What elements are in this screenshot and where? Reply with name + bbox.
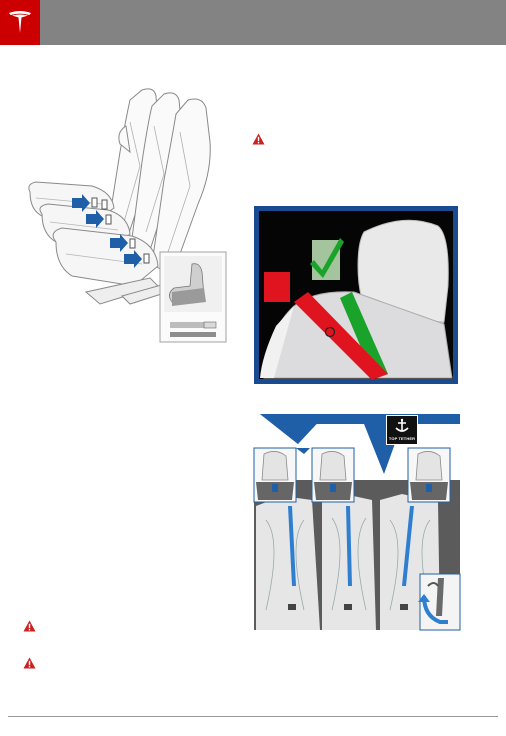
header-bar	[0, 0, 506, 45]
warning-triangle-icon	[252, 133, 265, 145]
footer-divider	[8, 716, 498, 717]
top-tether-badge-label: TOP TETHER	[388, 436, 416, 441]
top-tether-diagram	[253, 414, 461, 631]
warning-triangle-icon	[23, 620, 36, 632]
tesla-logo-icon	[9, 11, 31, 33]
top-tether-badge: TOP TETHER	[386, 415, 418, 445]
warning-triangle-icon	[23, 657, 36, 669]
anchor-icon	[395, 418, 409, 432]
seat-anchor-diagram	[28, 88, 227, 343]
belt-routing-photo	[254, 206, 458, 384]
brand-logo-tile	[0, 0, 40, 45]
